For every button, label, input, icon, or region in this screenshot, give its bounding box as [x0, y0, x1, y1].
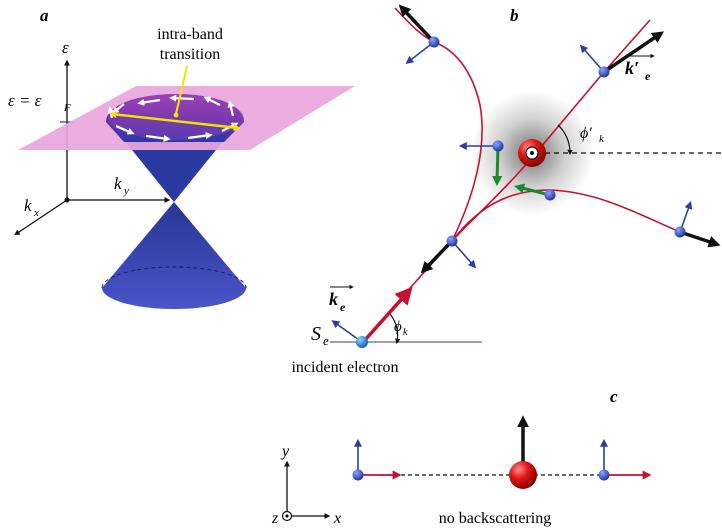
fermi-contour: [108, 96, 244, 140]
spin-arrow-2: [169, 94, 195, 102]
ke-text: k: [329, 289, 338, 309]
spin-arrow-3: [203, 96, 221, 106]
phi-label: ϕ k: [394, 319, 408, 338]
electron-dot-top-left: [428, 36, 440, 48]
transition-pointer: [175, 65, 188, 115]
electron-dot-mid-left: [492, 140, 504, 152]
fermi-label-text: ε = ε: [8, 91, 42, 110]
electron-dot-top-right: [598, 66, 610, 78]
kx-label-text: k: [24, 196, 32, 215]
spin-arrow-6: [187, 132, 213, 140]
electron-dots: [356, 36, 686, 348]
c-z-label: z: [271, 510, 279, 527]
kx-label-sub: x: [33, 207, 39, 219]
electron-dot-lower: [446, 235, 458, 247]
phi-prime-text: ϕ′: [580, 125, 592, 142]
k-prime-label: k′ e: [625, 53, 655, 83]
green-spin-down: [492, 145, 503, 187]
spin-lower-mid: [451, 240, 477, 269]
c-x-label: x: [333, 510, 341, 527]
impurity-moment-dot: [530, 151, 534, 155]
se-label: S e: [311, 323, 329, 348]
k-prime-sub: e: [645, 69, 651, 83]
k-reflected-arrow-right: [679, 230, 721, 248]
k-prime-arrow: [603, 31, 664, 74]
spin-arrow-1: [137, 98, 161, 106]
ky-label-text: k: [114, 174, 122, 193]
epsilon-axis-label: ε: [62, 38, 69, 57]
ke-label: k e: [329, 284, 354, 314]
kx-axis: [14, 199, 68, 236]
c-left-electron: [352, 469, 364, 481]
axes-origin: [64, 197, 70, 203]
spin-arrow-10: [111, 103, 125, 114]
panel-c-letter: c: [610, 387, 618, 406]
k-prime-text: k′: [625, 58, 639, 78]
panel-c: c y z x no backscattering: [271, 387, 652, 527]
spin-top-right: [579, 44, 605, 73]
transition-point: [173, 112, 179, 118]
intra-band-transition-line: [109, 110, 241, 132]
ke-sub: e: [340, 300, 346, 314]
ky-label-sub: y: [123, 185, 129, 197]
se-text: S: [311, 323, 321, 345]
panel-b: b: [291, 4, 722, 376]
phi-text: ϕ: [394, 319, 402, 335]
phi-prime-label: ϕ′ k: [580, 125, 605, 145]
incident-k-arrow: [363, 286, 413, 342]
se-sub: e: [323, 333, 329, 348]
fermi-level-label: ε = ε F: [8, 91, 71, 114]
reflected-trajectory-left: [394, 7, 483, 242]
k-backscatter-arrow: [420, 239, 454, 274]
c-y-label: y: [280, 443, 290, 460]
electron-dot-mid-right: [544, 189, 556, 201]
phi-sub: k: [403, 327, 408, 338]
incident-electron-label: incident electron: [291, 359, 398, 376]
valence-cone-rim: [101, 266, 247, 289]
k-reflected-arrow-top: [398, 4, 436, 44]
transition-label-line2: transition: [160, 46, 220, 63]
c-right-electron: [598, 469, 610, 481]
electron-dot-right: [674, 226, 686, 238]
kx-label: k x: [24, 196, 39, 219]
transition-label-line1: intra-band: [157, 26, 223, 43]
no-backscattering-caption: no backscattering: [439, 510, 551, 527]
phi-prime-sub: k: [599, 133, 605, 145]
ky-label: k y: [114, 174, 129, 197]
c-impurity-ball: [509, 461, 537, 489]
magnetic-impurity: [518, 139, 546, 167]
panel-a-letter: a: [40, 6, 49, 25]
phi-arc: [389, 313, 401, 345]
c-z-axis-dot: [285, 514, 289, 518]
fermi-label-sub: F: [63, 102, 71, 114]
phi-prime-arc: [557, 124, 573, 156]
spin-arrow-7: [145, 134, 171, 142]
incident-electron-dot: [356, 336, 368, 348]
panel-a: a ε ε = ε F k y k x: [8, 6, 355, 309]
conduction-cone-lower: [124, 140, 224, 202]
valence-cone: [102, 202, 246, 309]
panel-b-letter: b: [510, 6, 519, 25]
